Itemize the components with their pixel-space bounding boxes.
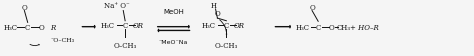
Text: H₃C: H₃C — [202, 22, 216, 30]
Text: H: H — [210, 2, 217, 10]
Text: O: O — [215, 10, 220, 17]
Text: OR: OR — [234, 22, 245, 30]
Text: O: O — [328, 23, 334, 31]
Text: H₃C: H₃C — [296, 23, 310, 31]
Text: H₃C: H₃C — [3, 23, 17, 31]
Text: C: C — [224, 22, 229, 30]
Text: OR: OR — [133, 22, 144, 30]
Text: C: C — [316, 23, 321, 31]
Text: ⁻O–CH₃: ⁻O–CH₃ — [51, 37, 75, 42]
Text: R: R — [50, 23, 55, 31]
Text: H₃C: H₃C — [100, 22, 115, 30]
Text: Na⁺ O⁻: Na⁺ O⁻ — [104, 2, 130, 10]
Text: O: O — [21, 4, 27, 12]
Text: C: C — [25, 23, 30, 31]
Text: O–CH₃: O–CH₃ — [215, 41, 238, 49]
Text: ⁻MeO⁻Na: ⁻MeO⁻Na — [159, 39, 188, 44]
Text: MeOH: MeOH — [163, 8, 184, 14]
Text: O: O — [39, 23, 45, 31]
Text: O: O — [310, 4, 315, 12]
Text: C: C — [122, 22, 128, 30]
Text: + HO–R: + HO–R — [350, 23, 379, 31]
Text: CH₃: CH₃ — [337, 23, 351, 31]
Text: O–CH₃: O–CH₃ — [113, 41, 137, 49]
